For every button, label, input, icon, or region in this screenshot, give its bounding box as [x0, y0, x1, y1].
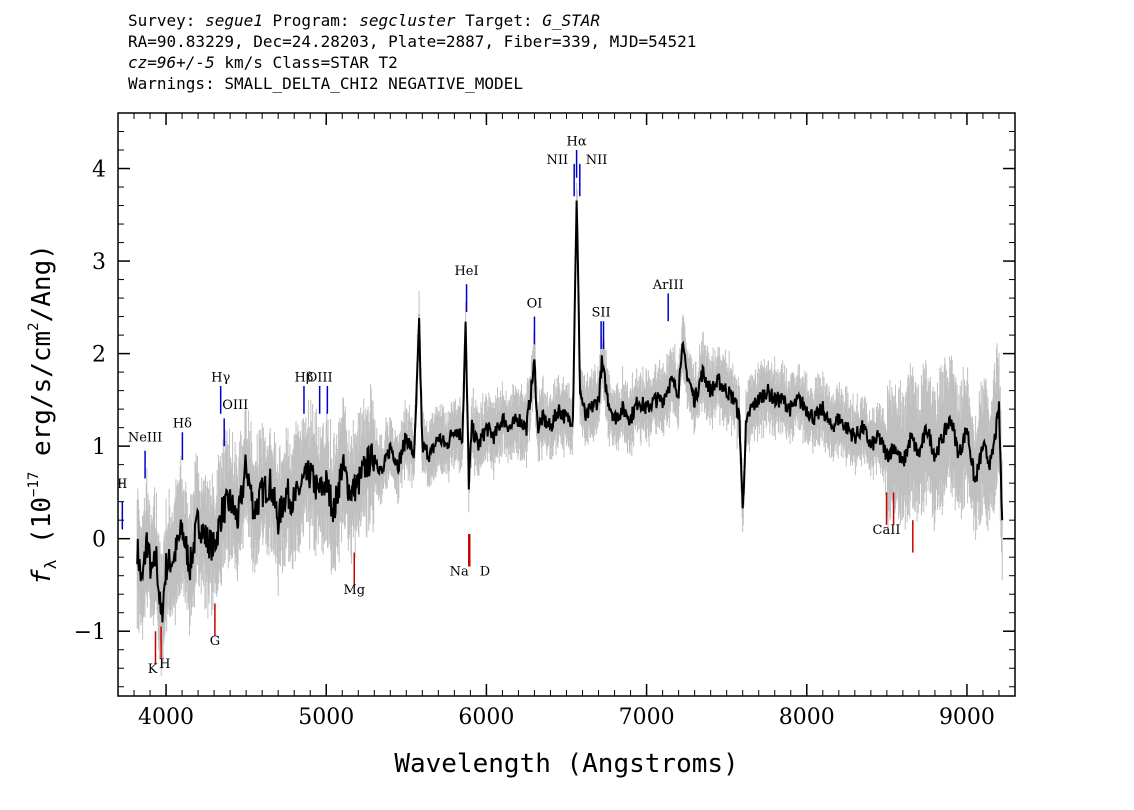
flux-line	[136, 200, 1004, 623]
y-axis-title: fλ (10−17 erg/s/cm2/Ang)	[26, 244, 60, 585]
target-value: G_STAR	[542, 11, 601, 30]
x-tick-label: 6000	[458, 705, 514, 730]
emission-line-label: NII	[586, 153, 608, 168]
cz-value: cz=96+/-5	[128, 53, 215, 72]
emission-line-label: Hα	[567, 134, 587, 149]
program-value: segcluster	[359, 11, 456, 30]
x-tick-label: 4000	[138, 705, 194, 730]
error-band-layer	[136, 182, 1003, 676]
emission-line-label: OIII	[222, 398, 248, 413]
y-axis-mid: erg/s/cm	[27, 331, 57, 472]
absorption-line-label: Mg	[343, 583, 365, 598]
header-line-coordinates: RA=90.83229, Dec=24.28203, Plate=2887, F…	[128, 32, 697, 51]
emission-line-label: NII	[547, 153, 569, 168]
absorption-line-label: K	[148, 662, 158, 677]
absorption-line-label: Na	[450, 565, 469, 580]
y-axis-post: /Ang)	[27, 244, 57, 322]
absorption-line-label: H	[159, 657, 170, 672]
y-axis-exp: −17	[26, 472, 42, 497]
survey-value: segue1	[205, 11, 263, 30]
y-axis-exp2: 2	[26, 322, 42, 330]
tick-layer: 4000 5000 6000 7000 8000 9000 −1 0 1 2 3 4	[74, 113, 1016, 730]
emission-line-label: OI	[527, 296, 543, 311]
y-tick-label: 0	[92, 528, 106, 553]
emission-line-label: NeIII	[128, 431, 162, 446]
emission-line-label: ArIII	[652, 278, 684, 293]
header-line-warnings: Warnings: SMALL_DELTA_CHI2 NEGATIVE_MODE…	[128, 74, 523, 93]
y-tick-label: 2	[92, 343, 106, 368]
survey-label: Survey:	[128, 11, 206, 30]
y-tick-label: 1	[92, 435, 106, 460]
y-axis-pre: (10	[27, 497, 57, 560]
x-tick-label: 5000	[298, 705, 354, 730]
target-label: Target:	[455, 11, 543, 30]
emission-line-label: Hγ	[211, 370, 230, 385]
flux-layer	[136, 200, 1004, 623]
emission-line-label: II	[117, 477, 127, 492]
emission-line-label: OIII	[307, 370, 333, 385]
x-axis-title: Wavelength (Angstroms)	[394, 749, 738, 779]
line-annotation-layer: IINeIIIHδHγOIIIHβOIIIHeIOINIIHαNIISIIArI…	[117, 134, 914, 677]
x-tick-label: 8000	[779, 705, 835, 730]
y-axis-f: f	[27, 569, 57, 585]
y-tick-label: 4	[92, 158, 106, 183]
spectrum-header: Survey: segue1 Program: segcluster Targe…	[128, 10, 696, 94]
absorption-line-label: D	[480, 565, 490, 580]
y-tick-label: 3	[92, 250, 106, 275]
header-line-redshift: cz=96+/-5 km/s Class=STAR T2	[128, 52, 696, 73]
class-text: km/s Class=STAR T2	[214, 53, 398, 72]
y-axis-lambda: λ	[41, 559, 60, 569]
absorption-line-label: G	[210, 634, 220, 649]
program-label: Program:	[262, 11, 360, 30]
emission-line-label: HeI	[454, 264, 478, 279]
emission-line-label: Hβ	[295, 370, 314, 385]
absorption-line-label: CaII	[873, 523, 901, 538]
x-tick-label: 7000	[619, 705, 675, 730]
emission-line-label: SII	[592, 306, 611, 321]
emission-line-label: Hδ	[173, 417, 192, 432]
x-tick-label: 9000	[939, 705, 995, 730]
header-line-survey: Survey: segue1 Program: segcluster Targe…	[128, 10, 696, 31]
y-tick-label: −1	[74, 620, 106, 645]
error-band	[136, 182, 1003, 676]
